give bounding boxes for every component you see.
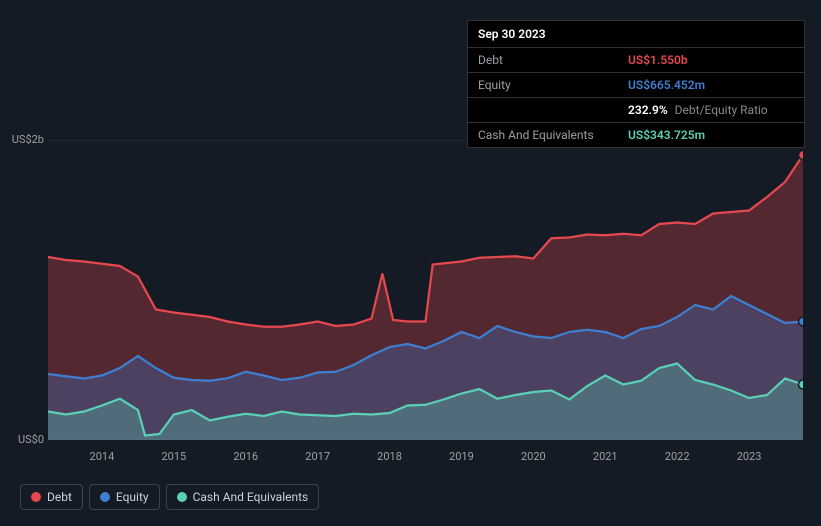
x-tick-label: 2022 [665, 450, 690, 463]
tooltip-row-label [468, 98, 618, 122]
tooltip-date: Sep 30 2023 [468, 21, 804, 48]
x-tick-label: 2023 [737, 450, 762, 463]
tooltip-row-label: Debt [468, 48, 618, 72]
y-tick-label: US$0 [0, 433, 44, 446]
x-tick-label: 2021 [593, 450, 618, 463]
series-end-marker-debt [799, 151, 804, 160]
tooltip-row: Cash And EquivalentsUS$343.725m [468, 123, 804, 147]
legend-item-cash[interactable]: Cash And Equivalents [166, 484, 320, 510]
legend-swatch-icon [100, 492, 110, 502]
tooltip-row-value: 232.9% Debt/Equity Ratio [618, 98, 804, 122]
x-tick-label: 2019 [449, 450, 474, 463]
tooltip-row-value: US$343.725m [618, 123, 804, 147]
financial-area-chart [48, 140, 803, 440]
tooltip-row: EquityUS$665.452m [468, 73, 804, 98]
legend-item-label: Debt [47, 490, 72, 504]
x-tick-label: 2020 [521, 450, 546, 463]
chart-legend: Debt Equity Cash And Equivalents [20, 484, 319, 510]
x-tick-label: 2015 [161, 450, 186, 463]
x-tick-label: 2014 [90, 450, 115, 463]
y-tick-label: US$2b [0, 133, 44, 146]
legend-swatch-icon [177, 492, 187, 502]
tooltip-row-value: US$665.452m [618, 73, 804, 97]
x-tick-label: 2017 [305, 450, 330, 463]
x-tick-label: 2018 [377, 450, 402, 463]
tooltip-row: 232.9% Debt/Equity Ratio [468, 98, 804, 123]
tooltip-row-suffix: Debt/Equity Ratio [672, 103, 768, 117]
tooltip-row-label: Cash And Equivalents [468, 123, 618, 147]
tooltip-row: DebtUS$1.550b [468, 48, 804, 73]
legend-item-debt[interactable]: Debt [20, 484, 83, 510]
tooltip-row-label: Equity [468, 73, 618, 97]
legend-swatch-icon [31, 492, 41, 502]
legend-item-label: Equity [116, 490, 149, 504]
legend-item-equity[interactable]: Equity [89, 484, 160, 510]
series-end-marker-cash [799, 380, 804, 389]
legend-item-label: Cash And Equivalents [193, 490, 309, 504]
x-tick-label: 2016 [233, 450, 258, 463]
chart-tooltip: Sep 30 2023 DebtUS$1.550bEquityUS$665.45… [467, 20, 805, 148]
tooltip-row-value: US$1.550b [618, 48, 804, 72]
series-end-marker-equity [799, 317, 804, 326]
